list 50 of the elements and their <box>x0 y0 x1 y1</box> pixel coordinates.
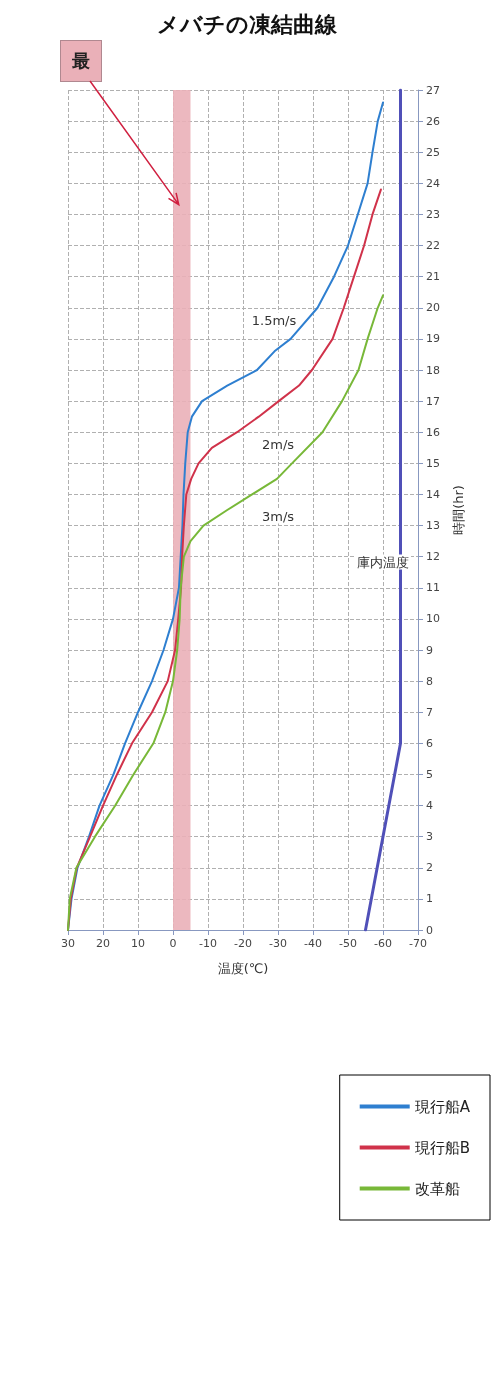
annotation: 2m/s <box>261 436 295 452</box>
annotation: 3m/s <box>261 508 295 524</box>
y-tick-label: 18 <box>426 363 440 377</box>
y-tick-label: 13 <box>426 519 440 533</box>
y-tick-label: 21 <box>426 270 440 284</box>
y-tick-label: 27 <box>426 83 440 97</box>
y-tick-label: 11 <box>426 581 440 595</box>
y-tick-label: 0 <box>426 923 433 937</box>
legend-label: 改革船 <box>414 1179 460 1198</box>
y-tick-label: 1 <box>426 892 433 906</box>
y-tick-label: 9 <box>426 643 433 657</box>
y-tick-label: 2 <box>426 861 433 875</box>
y-tick-label: 10 <box>426 612 440 626</box>
x-axis-title: 温度(℃) <box>217 961 269 976</box>
y-tick-label: 5 <box>426 767 433 781</box>
y-tick-label: 14 <box>426 487 440 501</box>
y-tick-label: 19 <box>426 332 440 346</box>
y-tick-label: 12 <box>426 550 440 564</box>
legend-label: 現行船A <box>414 1097 471 1116</box>
chart-title: メバチの凍結曲線 <box>157 11 338 37</box>
y-tick-label: 20 <box>426 301 440 315</box>
legend-label: 現行船B <box>414 1138 471 1157</box>
y-tick-label: 15 <box>426 456 440 470</box>
x-tick-label: -60 <box>374 937 392 950</box>
y-tick-label: 24 <box>426 176 440 190</box>
x-tick-label: -10 <box>199 937 217 950</box>
x-tick-label: -20 <box>234 937 252 950</box>
y-tick-label: 22 <box>426 239 440 253</box>
y-tick-label: 4 <box>426 799 433 813</box>
annotation: 1.5m/s <box>251 312 297 328</box>
annotation: 庫内温度 <box>357 554 409 570</box>
y-tick-label: 26 <box>426 114 440 128</box>
y-tick-label: 16 <box>426 425 440 439</box>
x-tick-label: 20 <box>96 937 110 950</box>
x-tick-label: -40 <box>304 937 322 950</box>
y-tick-label: 23 <box>426 207 440 221</box>
y-tick-label: 7 <box>426 705 433 719</box>
y-tick-label: 17 <box>426 394 440 408</box>
y-tick-label: 6 <box>426 736 433 750</box>
y-tick-label: 3 <box>426 830 433 844</box>
band-label: 最 <box>60 40 102 82</box>
x-tick-label: 10 <box>131 937 145 950</box>
x-tick-label: 0 <box>169 937 177 950</box>
x-tick-label: 30 <box>61 937 75 950</box>
x-tick-label: -50 <box>339 937 357 950</box>
y-axis-title: 時間(hr) <box>451 485 466 535</box>
y-tick-label: 25 <box>426 145 440 159</box>
y-tick-label: 8 <box>426 674 433 688</box>
x-tick-label: -30 <box>269 937 287 950</box>
x-tick-label: -70 <box>409 937 427 950</box>
